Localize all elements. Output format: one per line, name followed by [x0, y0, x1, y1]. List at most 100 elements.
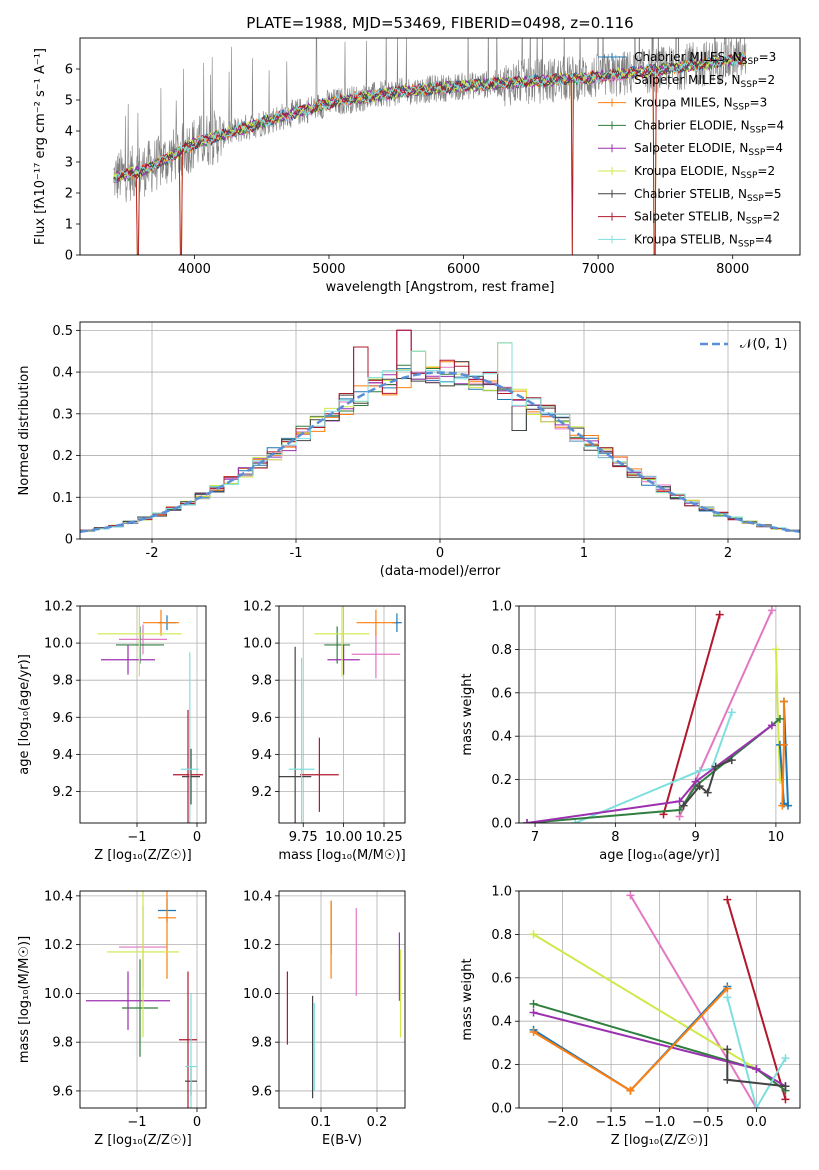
age_vs_Z-panel: −1 0 9.2 9.4 9.6 9.8 10.0 10.2 Z [log₁₀(Z/Z☉)] ag…	[17, 600, 207, 863]
weight-marker-s_miles	[767, 606, 776, 615]
mass_vs_EBV-points	[286, 900, 402, 1099]
weight_vs_age-lines	[523, 606, 792, 823]
weight-marker-k_miles	[779, 740, 788, 749]
y-tick-label: 10.2	[44, 938, 73, 953]
weight-marker-c_elodie	[529, 999, 538, 1008]
legend-sub: SSP	[742, 57, 759, 67]
y-tick-label: 9.4	[251, 748, 272, 763]
x-tick-label: 8000	[716, 262, 749, 277]
y-tick-label: 0.3	[52, 407, 73, 422]
plot-frame	[79, 37, 801, 256]
weight-marker-k_stelib	[727, 708, 736, 717]
legend-sub: SSP	[741, 171, 758, 181]
x-tick-label: 9.75	[289, 830, 318, 845]
weight-marker-c_stelib	[723, 1045, 732, 1054]
y-axis-label: mass weight	[460, 958, 475, 1040]
weight-line-s_miles	[629, 894, 758, 1108]
weight-marker-c_stelib	[781, 1082, 790, 1091]
x-axis-label: Z [log₁₀(Z/Z☉)]	[94, 848, 191, 863]
weight-marker-k_elodie	[771, 645, 780, 654]
mass_vs_Z-points	[86, 891, 197, 1108]
x-tick-label: 0.0	[746, 1115, 767, 1130]
legend-text: Chabrier MILES, N	[634, 50, 742, 64]
y-tick-label: 9.8	[52, 674, 73, 689]
weight-marker-c_stelib	[727, 756, 736, 765]
legend-tail: =4	[766, 118, 784, 132]
weight-marker-k_elodie	[529, 930, 538, 939]
legend-label-s_miles: Salpeter MILES, NSSP=2	[634, 73, 775, 90]
y-tick-label: 0.8	[491, 928, 512, 943]
weight-marker-s_stelib	[781, 1095, 790, 1104]
x-axis-label: mass [log₁₀(M/M☉)]	[278, 848, 405, 863]
y-tick-label: 1.0	[491, 600, 512, 615]
figure-title: PLATE=1988, MJD=53469, FIBERID=0498, z=0…	[246, 14, 633, 32]
legend-label-s_stelib: Salpeter STELIB, NSSP=2	[634, 210, 780, 227]
plot-frame	[518, 605, 801, 824]
legend-label-s_elodie: Salpeter ELODIE, NSSP=4	[634, 141, 783, 158]
plot-frame	[79, 890, 207, 1109]
x-tick-label: 6000	[447, 262, 480, 277]
mass_vs_EBV-panel: 0.1 0.2 9.6 9.8 10.0 10.2 10.4 E(B-V)	[243, 889, 406, 1148]
weight-marker-c_stelib	[703, 788, 712, 797]
legend-tail: =5	[764, 187, 782, 201]
weight-marker-s_stelib	[715, 610, 724, 619]
y-tick-label: 0.2	[491, 773, 512, 788]
plot-frame	[278, 605, 406, 824]
y-tick-label: 0.0	[491, 817, 512, 832]
y-tick-label: 10.0	[44, 987, 73, 1002]
y-tick-label: 0.4	[491, 1015, 512, 1030]
age_vs_Z-points	[97, 606, 203, 823]
y-tick-label: 4	[65, 125, 73, 140]
x-tick-label: 0.1	[311, 1115, 332, 1130]
plot-frame	[518, 890, 801, 1109]
legend-sub: SSP	[750, 125, 767, 135]
residuals-panel: -2 -1 0 1 2 0 0.1 0.2 0.3 0.4 0.5 (data-model)/erro…	[17, 321, 801, 579]
x-axis-label: Z [log₁₀(Z/Z☉)]	[94, 1133, 191, 1148]
weight-marker-k_stelib	[752, 1104, 761, 1108]
legend-text: Kroupa STELIB, N	[634, 232, 738, 246]
y-tick-label: 10.0	[243, 987, 272, 1002]
weight-marker-c_stelib	[679, 801, 688, 810]
mass_vs_Z-panel: −1 0 9.6 9.8 10.0 10.2 10.4 Z [log₁₀(Z/Z☉)] mass…	[17, 889, 207, 1148]
x-tick-label: 5000	[312, 262, 345, 277]
legend-label-c_miles: Chabrier MILES, NSSP=3	[634, 50, 776, 67]
y-tick-label: 0.6	[491, 971, 512, 986]
y-tick-label: 2	[65, 187, 73, 202]
y-tick-label: 10.0	[243, 637, 272, 652]
legend-sub: SSP	[741, 80, 758, 90]
legend-label-k_miles: Kroupa MILES, NSSP=3	[634, 96, 767, 113]
weight-marker-k_miles	[626, 1086, 635, 1095]
legend-gaussian-label: 𝒩(0, 1)	[740, 337, 787, 352]
weight-marker-k_stelib	[723, 993, 732, 1002]
weight-marker-k_miles	[723, 984, 732, 993]
legend-text: Salpeter MILES, N	[634, 73, 741, 87]
legend-tail: =4	[765, 141, 783, 155]
x-tick-label: 1	[580, 546, 588, 561]
x-tick-label: −2.0	[547, 1115, 579, 1130]
x-axis-label: E(B-V)	[322, 1133, 362, 1148]
y-tick-label: 10.4	[243, 889, 272, 904]
spectrum-lines	[113, 38, 747, 255]
y-tick-label: 0.0	[491, 1102, 512, 1117]
x-axis-label: (data-model)/error	[380, 564, 501, 579]
weight_vs_Z-lines	[529, 891, 790, 1108]
y-axis-label: mass [log₁₀(M/M☉)]	[17, 936, 32, 1063]
legend-tail: =4	[755, 232, 773, 246]
legend-tail: =2	[757, 164, 775, 178]
x-axis-label: wavelength [Angstrom, rest frame]	[326, 280, 555, 295]
y-tick-label: 1.0	[491, 885, 512, 900]
plot-frame	[79, 605, 207, 824]
spectrum-panel: 4000 5000 6000 7000 8000 0 1 2 3 4 5 6 wavelength [A…	[33, 37, 801, 295]
weight-marker-s_miles	[626, 891, 635, 900]
y-axis-label: age [log₁₀(age/yr)]	[17, 654, 32, 775]
x-tick-label: 2	[724, 546, 732, 561]
legend-text: Salpeter STELIB, N	[634, 210, 746, 224]
x-tick-label: 7000	[582, 262, 615, 277]
y-tick-label: 10.2	[243, 938, 272, 953]
weight-marker-s_elodie	[529, 1008, 538, 1017]
legend-label-k_elodie: Kroupa ELODIE, NSSP=2	[634, 164, 775, 181]
y-axis-label: mass weight	[460, 673, 475, 755]
spectrum-model-c_stelib	[113, 53, 746, 181]
